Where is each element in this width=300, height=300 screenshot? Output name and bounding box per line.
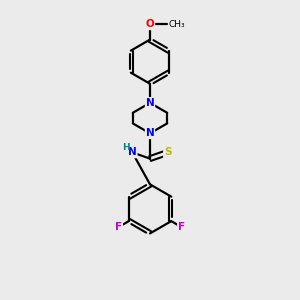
Text: F: F: [115, 222, 122, 232]
Text: S: S: [164, 148, 171, 158]
Text: H: H: [122, 142, 129, 152]
Text: N: N: [146, 128, 154, 138]
Text: N: N: [128, 148, 137, 158]
Text: F: F: [178, 222, 185, 232]
Text: O: O: [146, 20, 154, 29]
Text: CH₃: CH₃: [169, 20, 185, 29]
Text: N: N: [146, 98, 154, 108]
